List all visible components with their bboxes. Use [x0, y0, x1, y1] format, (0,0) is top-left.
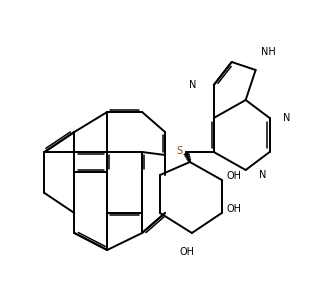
- Text: NH: NH: [261, 47, 276, 57]
- Text: N: N: [189, 80, 196, 90]
- Text: S: S: [176, 146, 182, 156]
- Text: OH: OH: [226, 205, 241, 214]
- Text: N: N: [259, 170, 266, 180]
- Text: OH: OH: [179, 247, 194, 257]
- Text: OH: OH: [226, 171, 241, 181]
- Text: N: N: [283, 113, 290, 123]
